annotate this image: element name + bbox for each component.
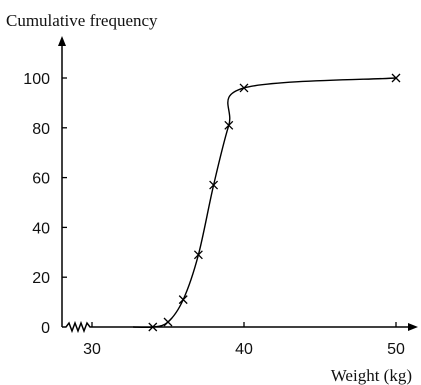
data-point-34 bbox=[148, 322, 158, 332]
data-point-37 bbox=[193, 250, 203, 260]
y-tick-label-20: 20 bbox=[32, 270, 50, 287]
data-point-40 bbox=[239, 83, 249, 93]
y-axis-arrow bbox=[58, 36, 66, 46]
x-axis-line bbox=[62, 320, 410, 334]
data-point-36 bbox=[178, 295, 188, 305]
x-tick-label-40: 40 bbox=[235, 341, 253, 358]
data-point-38 bbox=[209, 180, 219, 190]
y-tick-label-100: 100 bbox=[23, 71, 50, 88]
cumulative-frequency-curve bbox=[133, 77, 397, 329]
y-tick-label-80: 80 bbox=[32, 121, 50, 138]
data-point-39 bbox=[224, 120, 234, 130]
data-point-50 bbox=[391, 73, 401, 83]
axes bbox=[58, 36, 418, 334]
y-tick-label-60: 60 bbox=[32, 171, 50, 188]
tick-labels: 0 20 40 60 80 100 30 40 50 bbox=[23, 71, 405, 358]
tick-marks bbox=[62, 77, 397, 327]
x-axis-arrow bbox=[408, 323, 418, 331]
y-axis-title: Cumulative frequency bbox=[6, 11, 158, 30]
data-markers bbox=[148, 73, 401, 332]
data-point-35 bbox=[163, 317, 173, 327]
y-tick-label-40: 40 bbox=[32, 220, 50, 237]
x-tick-label-30: 30 bbox=[83, 341, 101, 358]
y-tick-label-0: 0 bbox=[41, 320, 50, 337]
plot-area bbox=[133, 77, 397, 329]
x-tick-label-50: 50 bbox=[387, 341, 405, 358]
x-axis-title: Weight (kg) bbox=[331, 366, 412, 385]
